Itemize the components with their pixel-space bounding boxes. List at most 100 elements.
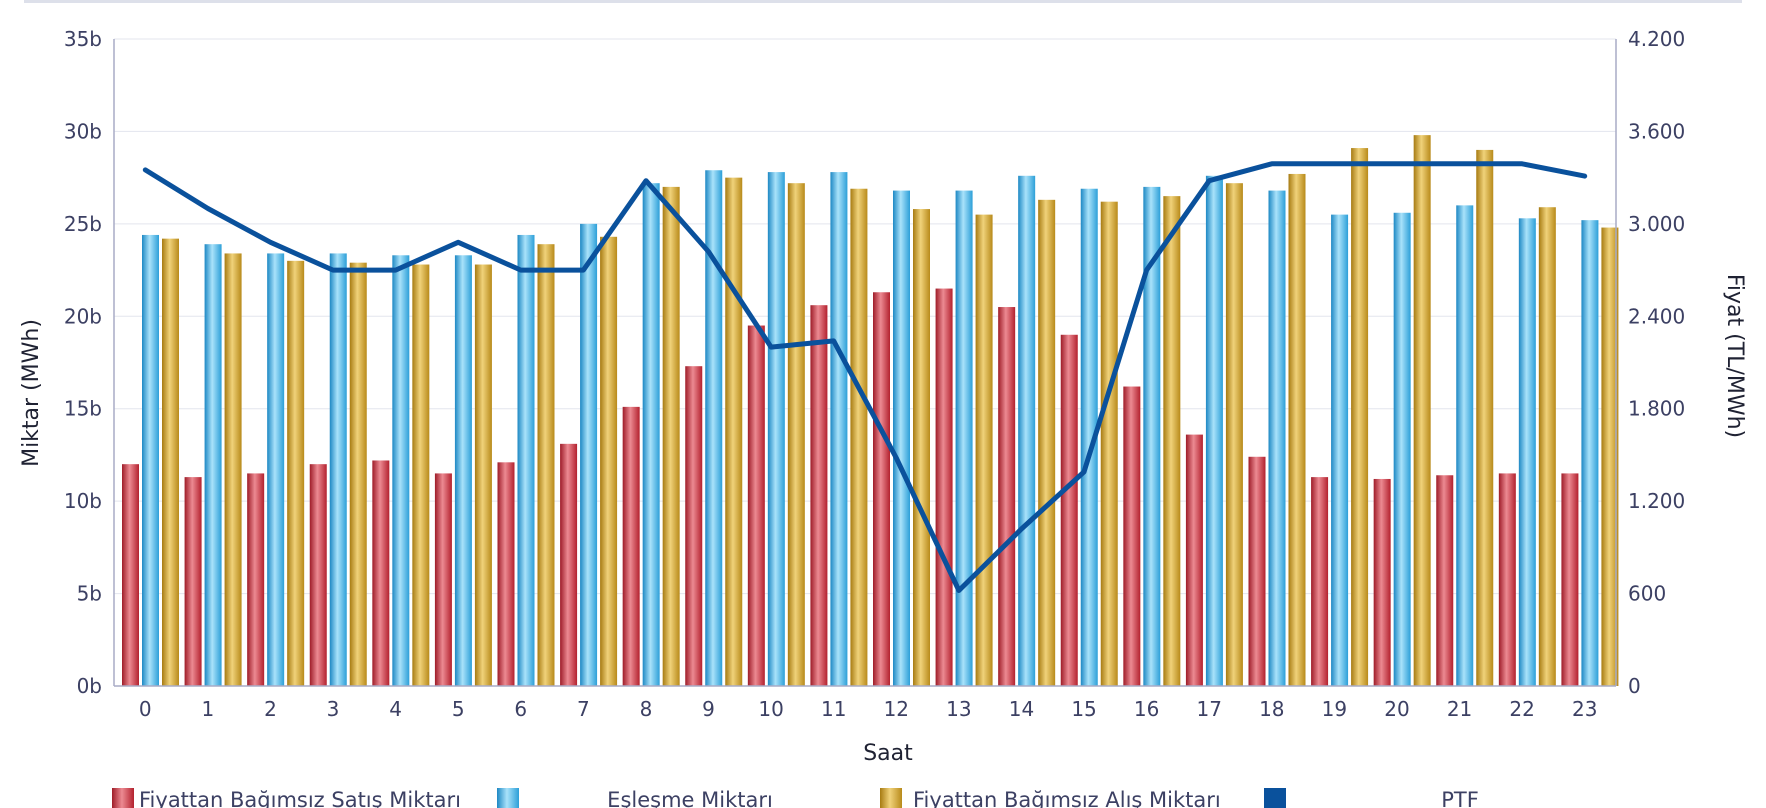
legend-swatch-purchase [880,788,902,808]
x-tick-label: 17 [1196,697,1221,721]
bar-matched [1018,175,1036,686]
x-tick-label: 14 [1009,697,1034,721]
y-axis-title: Miktar (MWh) [19,319,44,467]
bar-sales [935,288,953,686]
right-axis-ticks: 0 600 1.200 1.800 2.400 3.000 3.600 4.200 [1628,27,1685,698]
bar-matched [142,234,159,686]
bar-purchase [1351,148,1369,686]
bar-matched [767,172,785,686]
bar-purchase [224,253,242,687]
bar-sales [1373,478,1391,686]
bar-purchase [474,264,492,686]
ptf-line [142,161,1588,593]
bar-matched [454,255,472,687]
bar-matched [1518,218,1536,686]
y2-tick-label: 600 [1628,582,1666,606]
bar-purchase [1476,149,1494,686]
y2-tick-label: 4.200 [1628,27,1685,51]
bar-purchase [600,236,618,686]
bar-matched [329,253,347,687]
legend-item-sales[interactable]: Fiyattan Bağımsız Satış Miktarı [112,788,461,808]
legend-label-matched: Eşleşme Miktarı [607,788,773,808]
bar-matched [1268,190,1286,686]
x-tick-label: 3 [327,697,340,721]
legend-swatch-matched [497,788,519,808]
bar-matched [1581,220,1599,686]
x-tick-label: 23 [1572,697,1597,721]
bar-sales [1311,477,1329,686]
bar-matched [955,190,973,686]
bar-sales [685,366,703,686]
x-tick-label: 5 [452,697,465,721]
bar-sales [1436,475,1454,686]
bar-sales [622,406,640,686]
bar-matched [580,223,598,686]
x-tick-label: 11 [821,697,846,721]
bar-purchase [1538,207,1556,686]
y-tick-label: 30b [64,119,102,143]
y-tick-label: 10b [64,489,102,513]
x-tick-label: 7 [577,697,590,721]
x-tick-label: 13 [946,697,971,721]
top-divider [24,0,1742,3]
y-tick-label: 35b [64,27,102,51]
legend-swatch-ptf [1264,788,1286,808]
bar-purchase [787,183,805,686]
x-axis-ticks: 0 1 2 3 4 5 6 7 8 9 10 11 12 13 14 15 16 17 18 19 20 21 22 23 [139,697,1598,721]
x-tick-label: 19 [1322,697,1347,721]
bar-sales [1123,386,1141,686]
bar-purchase [850,188,868,686]
bar-matched [1456,205,1474,686]
bar-purchase [162,238,179,686]
x-axis-title: Saat [863,741,913,766]
bars-group [122,135,1619,687]
ptf-line-group [142,161,1588,593]
legend-item-purchase[interactable]: Fiyattan Bağımsız Alış Miktarı [880,788,1221,808]
bar-matched [642,183,660,686]
bar-purchase [537,244,555,687]
x-tick-label: 12 [884,697,909,721]
x-tick-label: 8 [640,697,653,721]
bar-purchase [913,209,930,686]
bar-purchase [1601,227,1619,686]
y-tick-label: 5b [77,582,102,606]
bar-sales [122,464,139,686]
bar-purchase [1413,135,1431,686]
bar-purchase [975,214,993,686]
bar-matched [1393,212,1411,686]
y-tick-label: 0b [77,674,102,698]
legend-label-purchase: Fiyattan Bağımsız Alış Miktarı [913,788,1221,808]
bar-purchase [1038,199,1056,686]
x-tick-label: 4 [389,697,402,721]
x-tick-label: 16 [1134,697,1159,721]
legend-swatch-sales [112,788,134,808]
x-tick-label: 1 [202,697,215,721]
y2-tick-label: 2.400 [1628,304,1685,328]
legend-item-ptf[interactable]: PTF [1264,788,1479,808]
x-tick-label: 15 [1071,697,1096,721]
bar-sales [434,473,452,686]
y2-axis-title: Fiyat (TL/MWh) [1722,274,1747,438]
bar-matched [392,255,410,687]
bar-sales [747,325,765,686]
bar-purchase [662,186,680,686]
bar-sales [810,305,828,686]
bar-matched [204,244,222,687]
bar-sales [247,473,265,686]
bar-sales [1498,473,1516,686]
bar-matched [1331,214,1349,686]
y2-tick-label: 1.800 [1628,397,1685,421]
legend-label-sales: Fiyattan Bağımsız Satış Miktarı [139,788,461,808]
y2-tick-label: 3.000 [1628,212,1685,236]
bar-purchase [1288,173,1306,687]
left-axis-ticks: 0b 5b 10b 15b 20b 25b 30b 35b [64,27,102,698]
x-tick-label: 2 [264,697,277,721]
bar-purchase [287,260,305,686]
bar-sales [372,460,390,686]
y2-tick-label: 3.600 [1628,119,1685,143]
legend: Fiyattan Bağımsız Satış Miktarı Eşleşme … [112,788,1479,808]
legend-item-matched[interactable]: Eşleşme Miktarı [497,788,773,808]
bar-sales [998,307,1016,686]
bar-purchase [725,177,743,686]
bar-sales [184,477,202,686]
